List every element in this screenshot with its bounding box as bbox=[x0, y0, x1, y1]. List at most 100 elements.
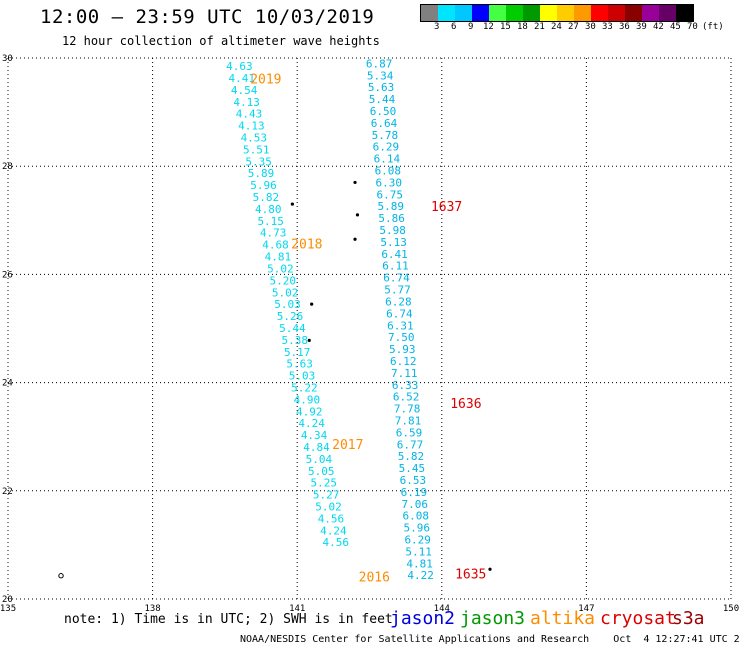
wave-height-label: 7.50 bbox=[388, 331, 415, 344]
chart-title: 12:00 — 23:59 UTC 10/03/2019 bbox=[40, 6, 375, 28]
wave-height-label: 4.24 bbox=[298, 417, 325, 430]
wave-height-label: 5.03 bbox=[274, 298, 301, 311]
legend-label: 42 bbox=[653, 22, 664, 32]
legend-label: 39 bbox=[636, 22, 647, 32]
wave-height-label: 4.22 bbox=[407, 569, 434, 582]
legend-label: 24 bbox=[551, 22, 562, 32]
x-tick-label: 150 bbox=[723, 604, 739, 614]
pass-time-label: 1636 bbox=[450, 397, 481, 412]
wave-height-label: 6.52 bbox=[393, 391, 420, 404]
legend-swatch bbox=[676, 5, 693, 21]
wave-height-label: 6.41 bbox=[381, 248, 408, 261]
wave-height-label: 5.89 bbox=[248, 167, 275, 180]
wave-height-label: 5.96 bbox=[403, 522, 430, 535]
legend-label: 27 bbox=[568, 22, 579, 32]
wave-height-label: 6.14 bbox=[374, 153, 401, 166]
island-dot bbox=[353, 237, 357, 241]
wave-height-label: 5.51 bbox=[243, 143, 270, 156]
wave-height-label: 6.74 bbox=[386, 307, 413, 320]
y-tick-label: 28 bbox=[2, 162, 13, 172]
wave-height-label: 4.92 bbox=[296, 405, 323, 418]
legend-swatch bbox=[489, 5, 506, 21]
wave-height-label: 6.50 bbox=[370, 105, 397, 118]
satellite-altika: altika bbox=[530, 608, 596, 629]
wave-height-label: 6.29 bbox=[404, 533, 431, 546]
wave-height-label: 4.80 bbox=[255, 203, 282, 216]
chart-subtitle: 12 hour collection of altimeter wave hei… bbox=[62, 34, 380, 48]
legend-swatch bbox=[472, 5, 489, 21]
wave-height-label: 5.96 bbox=[250, 179, 277, 192]
legend-label: 6 bbox=[451, 22, 457, 32]
wave-height-label: 6.74 bbox=[383, 272, 410, 285]
wave-height-label: 6.29 bbox=[373, 141, 400, 154]
wave-height-label: 6.75 bbox=[376, 188, 403, 201]
wave-height-label: 7.11 bbox=[391, 367, 418, 380]
legend-label: (ft) bbox=[702, 22, 724, 32]
island-dot bbox=[353, 180, 357, 185]
legend-label: 21 bbox=[534, 22, 545, 32]
wave-height-label: 5.27 bbox=[313, 489, 340, 502]
wave-height-label: 5.20 bbox=[269, 274, 296, 287]
wave-height-label: 5.26 bbox=[277, 310, 304, 323]
wave-height-label: 5.11 bbox=[405, 545, 432, 558]
wave-height-label: 5.78 bbox=[372, 129, 399, 142]
wave-height-label: 5.63 bbox=[286, 358, 313, 371]
wave-height-label: 5.98 bbox=[379, 224, 406, 237]
wave-height-label: 6.11 bbox=[382, 260, 409, 273]
legend-swatch bbox=[608, 5, 625, 21]
wave-height-label: 5.38 bbox=[282, 334, 309, 347]
legend-swatch bbox=[506, 5, 523, 21]
wave-height-label: 5.44 bbox=[279, 322, 306, 335]
legend-label: 70 bbox=[687, 22, 698, 32]
wave-height-label: 4.63 bbox=[226, 60, 253, 73]
wave-height-label: 5.15 bbox=[257, 215, 284, 228]
wave-height-label: 4.56 bbox=[318, 512, 345, 525]
x-tick-label: 135 bbox=[0, 604, 16, 614]
y-tick-label: 26 bbox=[2, 270, 13, 280]
y-tick-label: 24 bbox=[2, 379, 13, 389]
y-tick-label: 20 bbox=[2, 595, 13, 605]
wave-height-label: 5.02 bbox=[315, 500, 342, 513]
color-scale-labels: 3 6 9 12 15 18 21 24 27 30 33 36 39 42 45 70 (ft) bbox=[420, 22, 740, 36]
legend-label: 18 bbox=[517, 22, 528, 32]
wave-height-label: 5.02 bbox=[267, 262, 294, 275]
satellite-jason2: jason2 bbox=[390, 608, 456, 629]
wave-height-label: 4.13 bbox=[233, 96, 260, 109]
legend-swatch bbox=[659, 5, 676, 21]
wave-height-label: 4.73 bbox=[260, 227, 287, 240]
wave-height-label: 5.22 bbox=[291, 381, 318, 394]
wave-height-label: 6.87 bbox=[366, 57, 393, 70]
x-tick-label: 147 bbox=[578, 604, 594, 614]
wave-height-label: 6.31 bbox=[387, 319, 414, 332]
legend-swatch bbox=[591, 5, 608, 21]
legend-label: 9 bbox=[468, 22, 474, 32]
wave-height-label: 4.81 bbox=[406, 557, 433, 570]
legend-swatch bbox=[438, 5, 455, 21]
wave-height-label: 4.41 bbox=[229, 72, 256, 85]
wave-height-label: 5.25 bbox=[310, 477, 337, 490]
satellite-s3a: s3a bbox=[672, 608, 705, 629]
wave-height-label: 5.82 bbox=[253, 191, 280, 204]
wave-height-label: 5.35 bbox=[245, 155, 272, 168]
wave-height-label: 6.59 bbox=[396, 426, 423, 439]
wave-height-label: 5.05 bbox=[308, 465, 335, 478]
wave-height-label: 5.82 bbox=[398, 450, 425, 463]
wave-height-label: 5.44 bbox=[369, 93, 396, 106]
legend-label: 30 bbox=[585, 22, 596, 32]
legend-swatch bbox=[642, 5, 659, 21]
wave-height-label: 5.34 bbox=[367, 69, 394, 82]
wave-height-label: 5.17 bbox=[284, 346, 311, 359]
wave-height-label: 6.08 bbox=[403, 510, 430, 523]
legend-swatch bbox=[540, 5, 557, 21]
legend-swatch bbox=[421, 5, 438, 21]
legend-swatch bbox=[455, 5, 472, 21]
wave-height-label: 6.77 bbox=[397, 438, 424, 451]
wave-height-label: 4.54 bbox=[231, 84, 258, 97]
pass-time-label: 2016 bbox=[359, 570, 390, 585]
y-tick-label: 22 bbox=[2, 487, 13, 497]
wave-height-label: 7.81 bbox=[395, 414, 422, 427]
wave-height-label: 4.56 bbox=[323, 536, 350, 549]
wave-height-label: 5.63 bbox=[368, 81, 395, 94]
wave-height-label: 5.02 bbox=[272, 286, 299, 299]
